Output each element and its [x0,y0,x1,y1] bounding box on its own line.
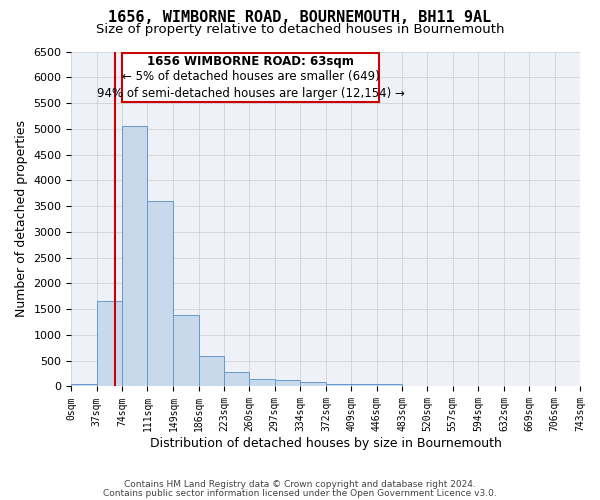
Bar [199,356,224,386]
Text: Contains public sector information licensed under the Open Government Licence v3: Contains public sector information licen… [103,489,497,498]
FancyBboxPatch shape [122,52,379,102]
Bar [122,126,148,386]
Bar [148,201,173,386]
Text: 1656 WIMBORNE ROAD: 63sqm: 1656 WIMBORNE ROAD: 63sqm [148,55,354,68]
X-axis label: Distribution of detached houses by size in Bournemouth: Distribution of detached houses by size … [150,437,502,450]
Bar [250,378,275,386]
Text: Size of property relative to detached houses in Bournemouth: Size of property relative to detached ho… [96,22,504,36]
Bar [326,384,352,386]
Bar [300,382,326,386]
Bar [275,380,300,386]
Text: 1656, WIMBORNE ROAD, BOURNEMOUTH, BH11 9AL: 1656, WIMBORNE ROAD, BOURNEMOUTH, BH11 9… [109,10,491,25]
Bar [352,384,377,386]
Bar [71,384,97,386]
Y-axis label: Number of detached properties: Number of detached properties [15,120,28,318]
Bar [377,384,402,386]
Bar [173,316,199,386]
Text: 94% of semi-detached houses are larger (12,154) →: 94% of semi-detached houses are larger (… [97,86,404,100]
Bar [97,302,122,386]
Bar [224,372,250,386]
Text: Contains HM Land Registry data © Crown copyright and database right 2024.: Contains HM Land Registry data © Crown c… [124,480,476,489]
Text: ← 5% of detached houses are smaller (649): ← 5% of detached houses are smaller (649… [122,70,380,83]
